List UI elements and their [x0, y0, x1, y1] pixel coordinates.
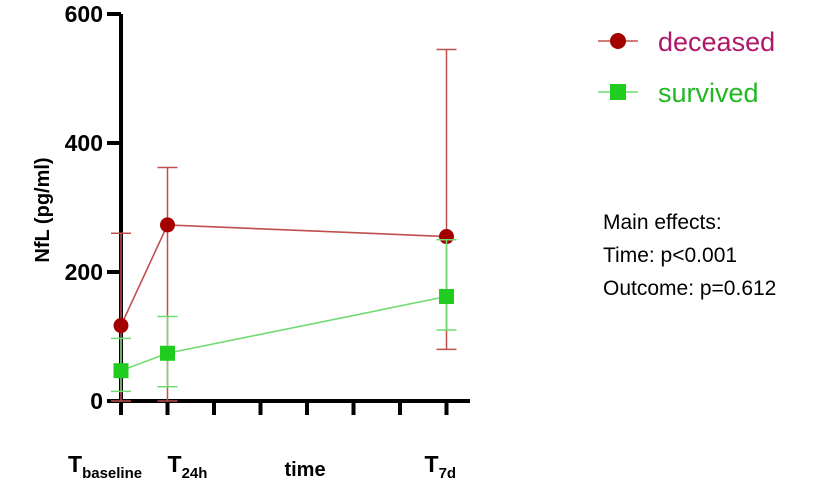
y-tick-label: 400: [65, 130, 103, 156]
x-tick-label-sub: 24h: [182, 465, 208, 482]
legend-marker-survived: [610, 84, 626, 100]
x-axis-label: time: [284, 459, 325, 481]
main-effects-annotation: Main effects: Time: p<0.001 Outcome: p=0…: [603, 206, 776, 305]
series-survived: [111, 239, 457, 393]
x-tick-label-sub: baseline: [82, 465, 142, 482]
y-axis-label: NfL (pg/ml): [32, 157, 54, 262]
annotation-outcome: Outcome: p=0.612: [603, 277, 777, 300]
x-tick-label-main: T: [68, 451, 82, 477]
data-point-survived: [160, 345, 175, 361]
x-tick-label: T7d: [425, 451, 457, 482]
legend-marker-deceased: [610, 33, 626, 49]
y-tick-label: 200: [65, 259, 103, 285]
x-tick-label-main: T: [425, 451, 439, 477]
data-point-survived: [113, 363, 129, 379]
y-tick-label: 600: [65, 1, 103, 27]
data-point-deceased: [113, 318, 129, 334]
x-tick-label: Tbaseline: [68, 451, 142, 482]
annotation-time: Time: p<0.001: [603, 244, 738, 267]
series-line-deceased: [120, 224, 447, 326]
y-tick-label: 0: [90, 388, 103, 414]
data-point-survived: [439, 289, 454, 305]
legend-label-survived: survived: [658, 78, 759, 108]
data-point-deceased: [160, 217, 175, 233]
x-tick-label-main: T: [168, 451, 182, 477]
x-tick-label-sub: 7d: [439, 465, 457, 482]
x-tick-label: T24h: [168, 451, 208, 482]
legend-label-deceased: deceased: [658, 27, 775, 57]
legend: deceased survived: [598, 27, 775, 108]
annotation-title: Main effects:: [603, 211, 722, 234]
series-layer: [111, 48, 457, 402]
